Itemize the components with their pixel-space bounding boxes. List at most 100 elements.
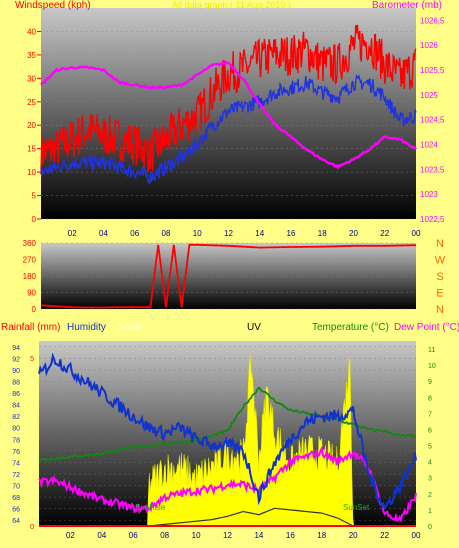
- hour-tick-label: 04: [99, 229, 108, 238]
- dewpoint-legend: Dew Point (°C): [394, 322, 459, 333]
- rainfall-tick-label: 5: [30, 356, 34, 363]
- direction-tick-labels: 0 90 180 270 360: [23, 239, 37, 314]
- temperature-tick-label: 9: [428, 379, 432, 386]
- windspeed-tick-label: 20: [27, 121, 36, 130]
- temperature-tick-label: 1: [428, 508, 432, 515]
- windspeed-tick-label: 15: [27, 145, 36, 154]
- windspeed-tick-label: 35: [27, 51, 36, 60]
- temperature-tick-label: 11: [428, 347, 435, 354]
- compass-label: E: [436, 288, 443, 300]
- wind-pressure-series: [40, 24, 417, 184]
- hour-tick-label: 14: [255, 229, 264, 238]
- temperature-tick-label: 2: [428, 492, 432, 499]
- chart-title: All data graph ( 11 Aug 2019 ): [172, 0, 291, 10]
- temperature-tick-label: 3: [428, 476, 432, 483]
- hour-tick-label: 18: [317, 531, 326, 540]
- hour-tick-label: 12: [223, 531, 232, 540]
- humidity-tick-label: 86: [12, 391, 20, 398]
- humidity-tick-label: 94: [12, 345, 20, 352]
- temperature-tick-label: 7: [428, 411, 432, 418]
- hour-tick-label: 00: [412, 229, 421, 238]
- hour-tick-label: 08: [160, 531, 169, 540]
- rainfall-tick-labels: 05: [30, 356, 34, 531]
- barometer-series-line: [40, 60, 417, 170]
- humidity-tick-label: 74: [12, 460, 20, 467]
- humidity-legend: Humidity: [67, 322, 106, 333]
- barometer-tick-label: 1022,5: [420, 215, 445, 224]
- top-hour-tick-labels: 02 04 06 08 10 12 14 16 18 20 22 00: [68, 229, 421, 238]
- humidity-tick-label: 66: [12, 507, 20, 514]
- barometer-tick-label: 1026: [420, 41, 438, 50]
- windspeed-tick-label: 0: [32, 215, 37, 224]
- dewpoint-series-line: [38, 445, 417, 524]
- hour-tick-label: 22: [380, 531, 389, 540]
- gust-series-line: [40, 24, 417, 175]
- solar-legend: Solar: [118, 322, 142, 333]
- sunset-label: SunSet: [343, 503, 370, 512]
- windspeed-tick-label: 10: [27, 168, 36, 177]
- direction-series: [40, 243, 417, 309]
- humidity-tick-labels: 64 66 68 70 72 74 76 78 80 82 84 86 88 90 92 94: [12, 345, 20, 525]
- barometer-axis-title: Barometer (mb): [372, 0, 442, 11]
- windspeed-tick-label: 30: [27, 74, 36, 83]
- climate-series: [38, 352, 417, 527]
- humidity-tick-label: 72: [12, 472, 20, 479]
- sunrise-label: SunRise: [135, 503, 166, 512]
- direction-tick-label: 90: [27, 289, 36, 298]
- barometer-tick-label: 1026,5: [420, 16, 445, 25]
- compass-label: N: [436, 238, 444, 250]
- hour-tick-label: 06: [130, 229, 139, 238]
- hour-tick-label: 02: [66, 531, 75, 540]
- wind-series-line: [40, 74, 417, 184]
- hour-tick-label: 16: [287, 229, 296, 238]
- direction-tick-label: 360: [23, 239, 37, 248]
- temperature-tick-labels: 0 1 2 3 4 5 6 7 8 9 10 11: [428, 347, 436, 531]
- humidity-tick-label: 68: [12, 495, 20, 502]
- hour-tick-label: 20: [349, 229, 358, 238]
- humidity-tick-label: 78: [12, 437, 20, 444]
- humidity-series-line: [38, 352, 417, 511]
- windspeed-tick-label: 40: [27, 27, 36, 36]
- hour-tick-label: 00: [412, 531, 421, 540]
- humidity-tick-label: 82: [12, 414, 20, 421]
- temperature-tick-label: 8: [428, 395, 432, 402]
- rainfall-axis-title: Rainfall (mm): [1, 322, 60, 333]
- bottom-hour-tick-labels: 02 04 06 08 10 12 14 16 18 20 22 00: [66, 531, 421, 540]
- windspeed-tick-labels: 0 5 10 15 20 25 30 35 40: [27, 27, 41, 224]
- windspeed-axis-title: Windspeed (kph): [15, 0, 91, 11]
- temperature-legend: Temperature (°C): [312, 322, 389, 333]
- uv-legend: UV: [247, 322, 261, 333]
- hour-tick-label: 18: [318, 229, 327, 238]
- humidity-tick-label: 88: [12, 379, 20, 386]
- rainfall-tick-label: 0: [30, 524, 34, 531]
- hour-tick-label: 02: [68, 229, 77, 238]
- direction-plot-area: [41, 243, 416, 309]
- humidity-tick-label: 76: [12, 449, 20, 456]
- windspeed-tick-label: 25: [27, 98, 36, 107]
- direction-tick-label: 0: [32, 305, 37, 314]
- uv-series-line: [39, 507, 416, 527]
- barometer-tick-labels: 1022,5 1023 1023,5 1024 1024,5 1025 1025,5 1026…: [420, 16, 445, 224]
- humidity-tick-label: 70: [12, 484, 20, 491]
- hour-tick-label: 22: [380, 229, 389, 238]
- hour-tick-label: 10: [193, 229, 202, 238]
- barometer-tick-label: 1023: [420, 190, 438, 199]
- direction-series-line: [40, 243, 417, 309]
- temperature-series-line: [38, 386, 417, 462]
- humidity-tick-label: 92: [12, 356, 20, 363]
- hour-tick-label: 04: [97, 531, 106, 540]
- humidity-tick-label: 64: [12, 518, 20, 525]
- compass-label: W: [435, 255, 446, 267]
- barometer-tick-label: 1023,5: [420, 165, 445, 174]
- windspeed-tick-label: 5: [32, 192, 37, 201]
- temperature-tick-label: 6: [428, 427, 432, 434]
- hour-tick-label: 16: [286, 531, 295, 540]
- barometer-tick-label: 1024: [420, 141, 438, 150]
- temperature-tick-label: 4: [428, 460, 432, 467]
- hour-tick-label: 06: [129, 531, 138, 540]
- temperature-tick-label: 5: [428, 444, 432, 451]
- hour-tick-label: 20: [349, 531, 358, 540]
- hour-tick-label: 10: [192, 531, 201, 540]
- hour-tick-label: 08: [162, 229, 171, 238]
